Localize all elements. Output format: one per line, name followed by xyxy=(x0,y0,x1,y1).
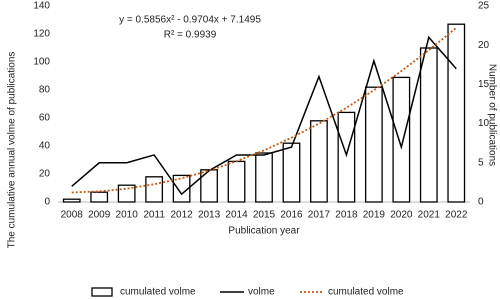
legend-label: volme xyxy=(248,287,275,298)
y2-tick-label: 15 xyxy=(478,79,490,90)
legend-label: cumulated volme xyxy=(120,287,196,298)
y-axis-title: The cumulative annual volme of publicati… xyxy=(7,52,18,249)
legend-swatch xyxy=(91,287,113,297)
x-tick-label: 2013 xyxy=(198,210,221,221)
x-tick-label: 2019 xyxy=(363,210,386,221)
bar xyxy=(117,184,136,203)
y2-axis-title: Number of publications xyxy=(486,64,497,166)
y-tick-label: 140 xyxy=(33,1,50,12)
x-tick-label: 2009 xyxy=(88,210,111,221)
x-tick-label: 2012 xyxy=(170,210,193,221)
y-tick-label: 120 xyxy=(33,29,50,40)
y-tick-label: 20 xyxy=(39,169,51,180)
line xyxy=(71,35,457,196)
y2-tick-label: 0 xyxy=(478,197,484,208)
x-tick-label: 2014 xyxy=(225,210,248,221)
bar xyxy=(227,160,246,203)
legend-label: cumulated volme xyxy=(328,287,404,298)
x-tick-label: 2018 xyxy=(335,210,358,221)
bar xyxy=(447,23,466,203)
bar xyxy=(282,142,301,203)
y-tick-label: 60 xyxy=(39,113,51,124)
x-tick-label: 2017 xyxy=(308,210,331,221)
x-tick-label: 2010 xyxy=(116,210,139,221)
x-tick-label: 2021 xyxy=(418,210,441,221)
trendline xyxy=(71,27,457,194)
bar xyxy=(62,198,81,203)
x-tick-label: 2008 xyxy=(61,210,84,221)
y-tick-label: 80 xyxy=(39,85,51,96)
x-tick-label: 2020 xyxy=(390,210,413,221)
bar xyxy=(419,47,438,203)
y2-tick-label: 20 xyxy=(478,40,490,51)
bar xyxy=(255,152,273,203)
x-axis-title: Publication year xyxy=(228,226,300,237)
bar xyxy=(392,76,411,203)
x-tick-label: 2015 xyxy=(253,210,276,221)
x-tick-label: 2011 xyxy=(143,210,165,221)
trend-equation: y = 0.5856x² - 0.9704x + 7.1495 xyxy=(119,15,261,26)
y2-tick-label: 25 xyxy=(478,1,490,12)
bar xyxy=(310,120,328,203)
x-tick-label: 2022 xyxy=(445,210,468,221)
bar xyxy=(172,174,191,203)
y-tick-label: 40 xyxy=(39,141,51,152)
bar xyxy=(145,176,164,203)
trend-r2: R² = 0.9939 xyxy=(164,30,217,41)
bar xyxy=(90,191,109,203)
bar xyxy=(364,86,383,203)
x-tick-label: 2016 xyxy=(280,210,303,221)
y-tick-label: 0 xyxy=(44,197,50,208)
y2-tick-label: 5 xyxy=(478,157,484,168)
y-tick-label: 100 xyxy=(33,57,50,68)
y2-tick-label: 10 xyxy=(478,118,490,129)
